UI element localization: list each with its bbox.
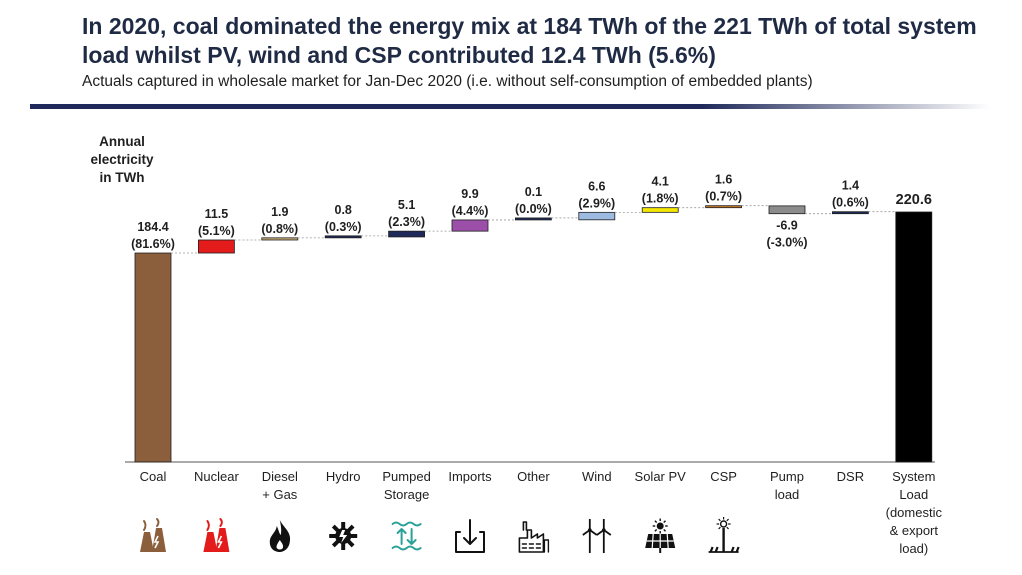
data-label-coal: 184.4 (137, 220, 168, 234)
category-label-csp: CSP (710, 469, 737, 484)
category-label-pumped-storage: Storage (384, 487, 430, 502)
pumped-storage-icon (391, 521, 422, 551)
share-label-other: (0.0%) (515, 202, 552, 216)
share-label-solar-pv: (1.8%) (642, 192, 679, 206)
data-label-system-load-domestic-export-load: 220.6 (896, 192, 932, 208)
bar-pump-load (768, 205, 806, 215)
share-label-imports: (4.4%) (452, 204, 489, 218)
wind-turbine-icon (582, 519, 612, 553)
data-label-hydro: 0.8 (335, 203, 352, 217)
bar-wind (578, 211, 616, 221)
csp-tower-icon (708, 517, 740, 553)
data-label-pump-load: -6.9 (776, 219, 798, 233)
share-label-pump-load: (-3.0%) (767, 236, 808, 250)
bar-other (515, 217, 552, 221)
category-label-pump-load: Pump (770, 469, 804, 484)
import-icon (455, 519, 485, 553)
y-axis-label: in TWh (100, 170, 145, 185)
y-axis-label: Annual (99, 134, 145, 149)
bar-solar-pv (641, 207, 679, 213)
category-label-system-load-domestic-export-load: (domestic (886, 505, 943, 520)
data-label-pumped-storage: 5.1 (398, 198, 415, 212)
bar-nuclear (197, 239, 235, 254)
share-label-csp: (0.7%) (705, 190, 742, 204)
category-label-imports: Imports (448, 469, 492, 484)
nuclear-plant-icon (203, 518, 230, 552)
data-label-wind: 6.6 (588, 179, 605, 193)
category-label-wind: Wind (582, 469, 612, 484)
category-label-solar-pv: Solar PV (635, 469, 687, 484)
category-label-dsr: DSR (837, 469, 864, 484)
bar-imports (451, 219, 489, 232)
share-label-diesel-gas: (0.8%) (261, 222, 298, 236)
data-label-dsr: 1.4 (842, 179, 859, 193)
factory-icon (518, 521, 550, 553)
category-label-other: Other (517, 469, 550, 484)
category-label-diesel-gas: Diesel (262, 469, 298, 484)
data-label-imports: 9.9 (461, 187, 478, 201)
share-label-nuclear: (5.1%) (198, 224, 235, 238)
bar-hydro (324, 235, 362, 239)
page-title: In 2020, coal dominated the energy mix a… (82, 13, 977, 68)
category-label-coal: Coal (140, 469, 167, 484)
y-axis-label: electricity (90, 152, 154, 167)
category-label-system-load-domestic-export-load: System (892, 469, 935, 484)
data-label-diesel-gas: 1.9 (271, 205, 288, 219)
category-label-diesel-gas: + Gas (262, 487, 298, 502)
flame-icon (269, 520, 291, 552)
category-label-system-load-domestic-export-load: & export (890, 523, 939, 538)
data-label-other: 0.1 (525, 185, 542, 199)
bar-system-load-domestic-export-load (895, 211, 933, 463)
category-label-hydro: Hydro (326, 469, 361, 484)
title-divider (30, 104, 990, 109)
category-label-pumped-storage: Pumped (382, 469, 430, 484)
bar-coal (134, 252, 172, 463)
share-label-pumped-storage: (2.3%) (388, 215, 425, 229)
share-label-hydro: (0.3%) (325, 220, 362, 234)
share-label-wind: (2.9%) (578, 196, 615, 210)
hydro-turbine-icon (329, 522, 358, 550)
data-label-solar-pv: 4.1 (652, 175, 669, 189)
share-label-dsr: (0.6%) (832, 196, 869, 210)
solar-panel-icon (645, 518, 676, 553)
data-label-csp: 1.6 (715, 173, 732, 187)
category-label-pump-load: load (775, 487, 800, 502)
bar-dsr (832, 211, 869, 215)
data-label-nuclear: 11.5 (205, 207, 229, 221)
category-label-system-load-domestic-export-load: load) (899, 541, 928, 556)
bar-diesel-gas (261, 237, 299, 241)
share-label-coal: (81.6%) (131, 237, 175, 251)
power-plant-icon (140, 518, 166, 552)
category-label-nuclear: Nuclear (194, 469, 239, 484)
bar-csp (705, 205, 742, 209)
page-subtitle: Actuals captured in wholesale market for… (82, 73, 813, 90)
bar-pumped-storage (388, 230, 426, 238)
category-label-system-load-domestic-export-load: Load (899, 487, 928, 502)
